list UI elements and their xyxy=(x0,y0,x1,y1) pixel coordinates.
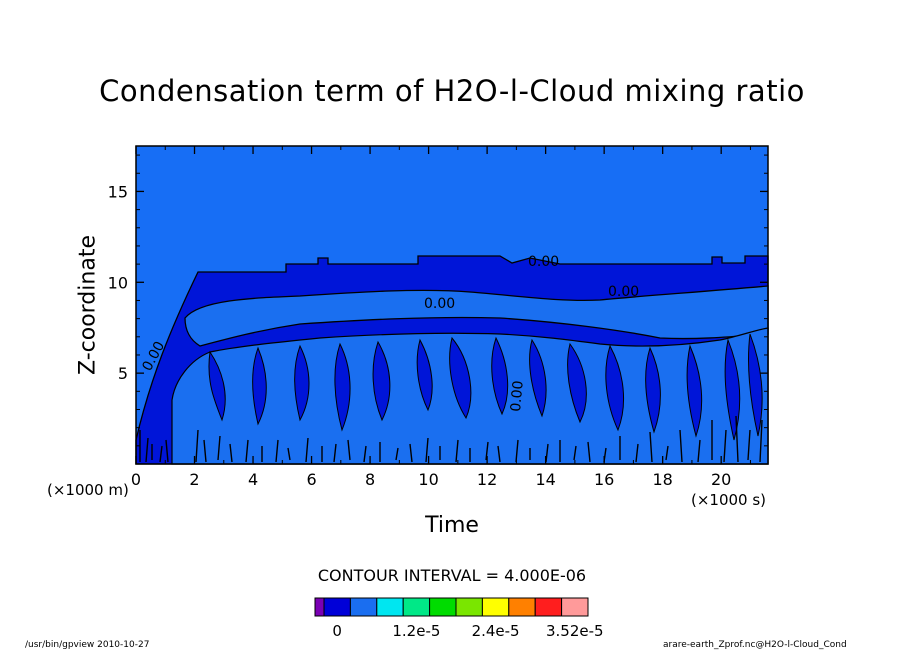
colorbar-swatch xyxy=(402,597,431,617)
plot-frame xyxy=(135,145,769,465)
colorbar-swatch xyxy=(429,597,457,617)
chart-title: Condensation term of H2O-l-Cloud mixing … xyxy=(99,74,805,108)
x-tick-label: 10 xyxy=(418,470,438,489)
colorbar-swatch xyxy=(349,597,378,617)
colorbar-label: 3.52e-5 xyxy=(546,622,604,640)
colorbar-label: 0 xyxy=(332,622,342,640)
contour-label: 0.00 xyxy=(508,380,527,412)
contour-label: 0.00 xyxy=(424,296,455,312)
colorbar-swatch xyxy=(481,597,510,617)
x-tick-label: 6 xyxy=(306,470,316,489)
colorbar-swatch xyxy=(376,597,404,617)
contour-label: 0.00 xyxy=(608,284,639,300)
footer-source-file: arare-earth_Zprof.nc@H2O-l-Cloud_Cond xyxy=(663,640,847,650)
colorbar-label: 1.2e-5 xyxy=(392,622,440,640)
y-axis-unit: (×1000 m) xyxy=(47,481,129,499)
x-axis-label: Time xyxy=(425,513,479,538)
colorbar-swatch xyxy=(323,597,351,617)
colorbar-swatch xyxy=(314,597,325,617)
x-tick-label: 16 xyxy=(594,470,614,489)
colorbar-swatch xyxy=(534,597,563,617)
colorbar-swatch xyxy=(508,597,536,617)
colorbar-swatch xyxy=(455,597,483,617)
x-tick-label: 8 xyxy=(365,470,375,489)
colorbar-swatch xyxy=(561,597,589,617)
x-tick-label: 12 xyxy=(477,470,497,489)
y-tick-label: 10 xyxy=(108,273,128,292)
y-tick-label: 5 xyxy=(118,364,128,383)
x-tick-label: 2 xyxy=(189,470,199,489)
colorbar-label: 2.4e-5 xyxy=(472,622,520,640)
footer-program-date: /usr/bin/gpview 2010-10-27 xyxy=(25,640,150,650)
x-tick-label: 14 xyxy=(535,470,555,489)
y-tick-label: 15 xyxy=(108,182,128,201)
x-tick-label: 18 xyxy=(652,470,672,489)
contour-label: 0.00 xyxy=(528,254,559,270)
colorbar: 0 1.2e-5 2.4e-5 3.52e-5 xyxy=(314,597,604,640)
contour-interval-text: CONTOUR INTERVAL = 4.000E-06 xyxy=(317,566,587,585)
x-tick-label: 0 xyxy=(131,470,141,489)
x-axis-unit: (×1000 s) xyxy=(691,491,767,509)
plume-streaks xyxy=(208,333,763,441)
x-tick-label: 20 xyxy=(711,470,731,489)
x-tick-label: 4 xyxy=(248,470,258,489)
axes: 0 2 4 6 8 10 12 14 16 18 20 5 10 15 xyxy=(108,146,768,489)
